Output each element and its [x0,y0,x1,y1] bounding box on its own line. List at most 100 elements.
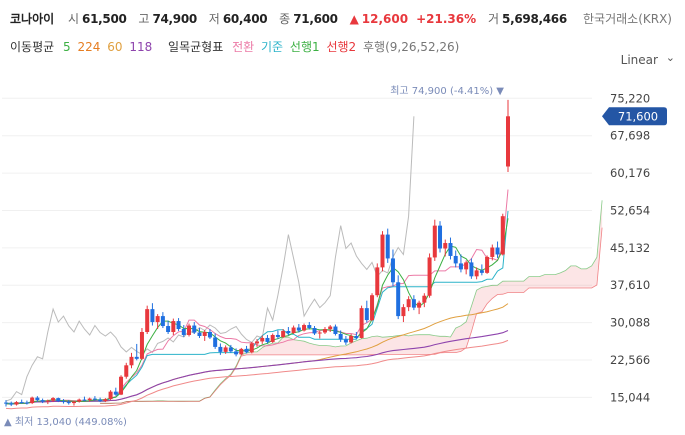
candle-body [495,247,500,255]
candle-body [500,216,505,255]
candle-body [150,309,155,323]
candle-body [328,326,333,330]
candle-body [139,331,144,359]
candle-body [396,282,401,317]
ichimoku-lagging: 후행(9,26,52,26) [363,40,460,54]
candle-body [124,365,129,377]
high-annotation: 최고 74,900 (-4.41%) ▼ [390,85,504,97]
candle-body [228,347,233,352]
candle-body [134,356,139,359]
candle-body [448,243,453,256]
candle-body [338,333,343,340]
candle-body [296,327,301,331]
candle-body [291,327,296,333]
candle-body [458,263,463,270]
ichimoku-cloud [100,200,603,404]
candle-body [129,356,134,366]
exchange-name: 한국거래소(KRX) [583,12,672,26]
candle-body [92,398,97,400]
stock-name[interactable]: 코나아이 [10,12,55,26]
moving-average-label[interactable]: 이동평균 [10,40,55,54]
candle-body [202,331,207,336]
candle-body [160,316,165,327]
candle-body [108,391,113,400]
y-tick-label: 60,176 [610,166,650,180]
low-value: 60,400 [222,11,268,26]
candle-body [270,334,275,342]
ma-60: 60 [107,40,123,54]
ma-5: 5 [63,40,71,54]
ichimoku-base: 기준 [261,40,284,54]
candle-body [286,331,291,333]
high-label: 고 [138,12,150,26]
candle-body [77,399,82,402]
candle-body [155,316,160,323]
candle-body [30,397,35,404]
indicator-legend: 이동평균 5 224 60 118 일목균형표 전환 기준 선행1 선행2 후행… [10,38,464,55]
candle-body [66,402,71,404]
candle-body [113,391,118,395]
candle-body [354,335,359,338]
candle-body [260,337,265,342]
candle-body [422,295,427,303]
candle-body [432,225,437,258]
candle-body [239,348,244,355]
ichimoku-lead1-line [100,200,603,404]
ma-224: 224 [77,40,101,54]
y-tick-label: 75,220 [610,91,650,105]
candle-body [411,299,416,308]
candle-body [192,325,197,333]
candle-body [322,329,327,333]
candle-body [265,337,270,342]
candle-body [333,326,338,334]
candle-body [281,331,286,337]
candle-body [223,347,228,352]
y-tick-label: 52,654 [610,203,650,217]
ichimoku-label[interactable]: 일목균형표 [168,40,224,54]
candle-body [302,325,307,331]
candle-body [103,399,108,402]
ichimoku-lead2-line [100,227,603,404]
ma-118: 118 [129,40,153,54]
candle-body [506,116,510,167]
candle-body [427,257,432,296]
change-value: 12,600 [361,11,409,26]
candle-body [390,258,395,283]
open-value: 61,500 [82,11,127,26]
ma5-line [5,218,509,405]
candle-body [166,326,171,332]
ma224-line [5,339,509,410]
close-value: 71,600 [293,11,338,26]
candle-body [4,402,8,404]
candle-body [176,321,181,330]
candle-body [35,397,40,401]
candle-body [364,308,369,321]
candle-body [417,302,422,308]
candle-body [213,337,218,347]
candle-body [443,243,448,249]
candle-body [312,328,317,334]
y-tick-label: 45,132 [610,241,650,255]
ichimoku-lagging-line [5,116,415,402]
candle-body [9,403,14,405]
scale-mode-dropdown[interactable]: Linear ⌄ [621,51,675,67]
y-tick-label: 22,566 [610,353,650,367]
candle-body [181,329,186,335]
close-label: 종 [279,12,291,26]
candle-body [207,331,212,338]
candle-body [45,400,50,402]
high-value: 74,900 [152,11,197,26]
candle-body [61,401,66,403]
candle-body [380,234,385,268]
candle-body [485,256,490,273]
candle-body [307,325,312,329]
ichimoku-lead2: 선행2 [326,40,357,54]
candle-body [82,399,87,401]
change-percent: +21.36% [416,11,477,26]
candle-body [370,295,375,321]
candle-body [234,351,239,355]
candle-body [98,399,103,402]
candle-body [438,225,443,249]
ichimoku-conversion-line [6,189,509,404]
